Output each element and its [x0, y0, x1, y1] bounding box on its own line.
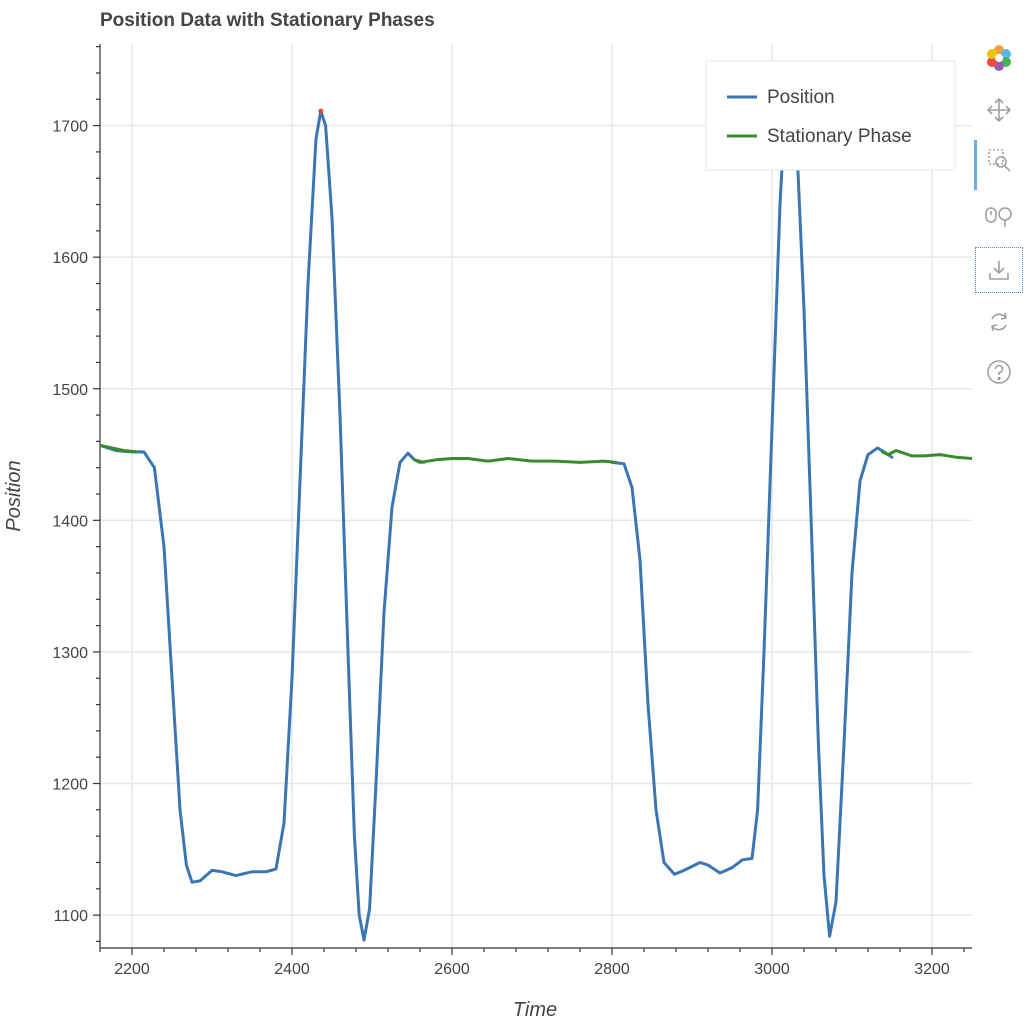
series-layer: [100, 71, 972, 942]
y-tick-label: 1300: [52, 645, 88, 662]
y-tick-label: 1100: [54, 908, 89, 925]
legend-box: [705, 60, 956, 171]
series-line: [880, 449, 972, 460]
y-tick-label: 1600: [52, 250, 88, 267]
bokeh-logo-icon[interactable]: [974, 36, 1024, 80]
x-axis-label: Time: [513, 999, 557, 1021]
wheel-zoom-icon[interactable]: [974, 194, 1024, 238]
x-tick-label: 2400: [274, 961, 310, 978]
legend-label-stationary: Stationary Phase: [767, 126, 912, 147]
y-axis-label: Position: [3, 460, 25, 531]
x-tick-label: 2800: [594, 961, 630, 978]
series-line: [412, 457, 618, 464]
legend-label-position: Position: [767, 87, 835, 108]
chart-svg[interactable]: 1100 1200 1300 1400 1500 1600 1700 2200 2400 2600…: [0, 0, 974, 1021]
axes-layer: 1100 1200 1300 1400 1500 1600 1700 2200 2400 2600…: [3, 44, 972, 1021]
help-icon[interactable]: [974, 350, 1024, 394]
reset-icon[interactable]: [974, 300, 1024, 344]
series-line: [100, 109, 426, 942]
highlight-point: [318, 108, 324, 114]
legend[interactable]: Position Stationary Phase: [705, 60, 956, 171]
series-line: [610, 71, 894, 938]
y-tick-label: 1500: [52, 382, 88, 399]
series-line: [100, 443, 138, 454]
x-tick-label: 3000: [754, 961, 790, 978]
box-zoom-icon[interactable]: [974, 138, 1024, 190]
x-tick-label: 2600: [434, 961, 470, 978]
chart-title: Position Data with Stationary Phases: [100, 10, 435, 31]
x-tick-label: 2200: [114, 961, 150, 978]
y-tick-label: 1700: [52, 119, 88, 136]
grid-layer: [100, 44, 972, 948]
save-icon[interactable]: [974, 246, 1024, 294]
pan-icon[interactable]: [974, 88, 1024, 132]
y-tick-label: 1200: [52, 777, 88, 794]
y-tick-label: 1400: [52, 513, 88, 530]
x-tick-label: 3200: [914, 961, 950, 978]
toolbar: [974, 36, 1024, 406]
